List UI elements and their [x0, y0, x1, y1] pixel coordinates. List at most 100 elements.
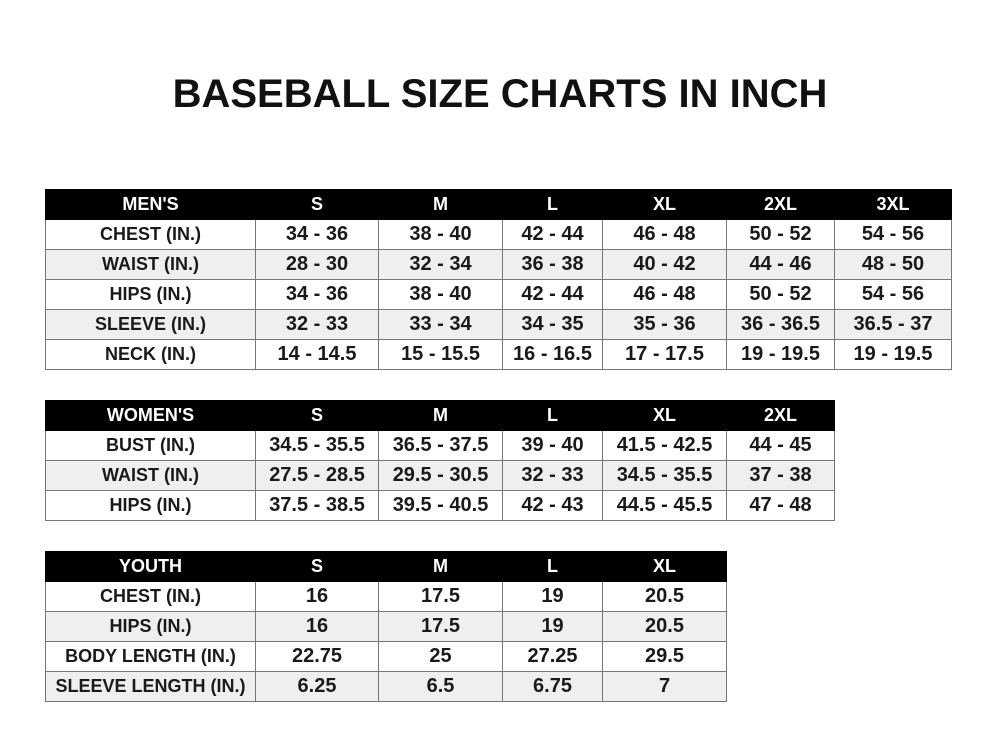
- table-row: HIPS (IN.) 16 17.5 19 20.5: [45, 611, 727, 642]
- measurement-cell: 35 - 36: [602, 309, 727, 340]
- measurement-cell: 19: [502, 581, 603, 612]
- table-row: SLEEVE LENGTH (IN.) 6.25 6.5 6.75 7: [45, 671, 727, 702]
- measurement-cell: 36 - 38: [502, 249, 603, 280]
- measurement-cell: 42 - 44: [502, 219, 603, 250]
- measurement-cell: 44.5 - 45.5: [602, 490, 727, 521]
- measurement-cell: 16: [255, 581, 379, 612]
- table-row: CHEST (IN.) 34 - 36 38 - 40 42 - 44 46 - 48 5…: [45, 219, 952, 250]
- measurement-cell: 34 - 35: [502, 309, 603, 340]
- row-label: BODY LENGTH (IN.): [45, 641, 256, 672]
- measurement-cell: 25: [378, 641, 503, 672]
- measurement-cell: 34.5 - 35.5: [255, 430, 379, 461]
- category-header: WOMEN'S: [45, 400, 256, 431]
- measurement-cell: 48 - 50: [834, 249, 952, 280]
- size-header: XL: [602, 400, 727, 431]
- row-label: CHEST (IN.): [45, 581, 256, 612]
- header-row: WOMEN'S S M L XL 2XL: [45, 400, 835, 431]
- measurement-cell: 47 - 48: [726, 490, 835, 521]
- measurement-cell: 36.5 - 37: [834, 309, 952, 340]
- measurement-cell: 27.5 - 28.5: [255, 460, 379, 491]
- table-row: CHEST (IN.) 16 17.5 19 20.5: [45, 581, 727, 612]
- size-header: M: [378, 189, 503, 220]
- measurement-cell: 37 - 38: [726, 460, 835, 491]
- measurement-cell: 6.75: [502, 671, 603, 702]
- size-header: S: [255, 189, 379, 220]
- measurement-cell: 33 - 34: [378, 309, 503, 340]
- measurement-cell: 17 - 17.5: [602, 339, 727, 370]
- measurement-cell: 39.5 - 40.5: [378, 490, 503, 521]
- row-label: HIPS (IN.): [45, 279, 256, 310]
- measurement-cell: 20.5: [602, 581, 727, 612]
- size-header: S: [255, 551, 379, 582]
- measurement-cell: 6.5: [378, 671, 503, 702]
- measurement-cell: 7: [602, 671, 727, 702]
- measurement-cell: 16: [255, 611, 379, 642]
- table-row: NECK (IN.) 14 - 14.5 15 - 15.5 16 - 16.5 17 …: [45, 339, 952, 370]
- measurement-cell: 19 - 19.5: [834, 339, 952, 370]
- measurement-cell: 28 - 30: [255, 249, 379, 280]
- measurement-cell: 16 - 16.5: [502, 339, 603, 370]
- size-header: 3XL: [834, 189, 952, 220]
- row-label: SLEEVE LENGTH (IN.): [45, 671, 256, 702]
- table-row: WAIST (IN.) 28 - 30 32 - 34 36 - 38 40 - 42 4…: [45, 249, 952, 280]
- page-title: BASEBALL SIZE CHARTS IN INCH: [172, 72, 828, 116]
- size-header: M: [378, 400, 503, 431]
- table-row: BUST (IN.) 34.5 - 35.5 36.5 - 37.5 39 - 40 4…: [45, 430, 835, 461]
- measurement-cell: 20.5: [602, 611, 727, 642]
- measurement-cell: 29.5 - 30.5: [378, 460, 503, 491]
- header-row: YOUTH S M L XL: [45, 551, 727, 582]
- header-row: MEN'S S M L XL 2XL 3XL: [45, 189, 952, 220]
- table-row: HIPS (IN.) 34 - 36 38 - 40 42 - 44 46 - 48 50…: [45, 279, 952, 310]
- size-header: S: [255, 400, 379, 431]
- measurement-cell: 50 - 52: [726, 219, 835, 250]
- measurement-cell: 40 - 42: [602, 249, 727, 280]
- womens-size-table: WOMEN'S S M L XL 2XL BUST (IN.) 34.5 - 35.5 36.5…: [45, 400, 835, 521]
- measurement-cell: 32 - 33: [255, 309, 379, 340]
- measurement-cell: 32 - 34: [378, 249, 503, 280]
- measurement-cell: 54 - 56: [834, 219, 952, 250]
- measurement-cell: 44 - 46: [726, 249, 835, 280]
- measurement-cell: 14 - 14.5: [255, 339, 379, 370]
- measurement-cell: 38 - 40: [378, 279, 503, 310]
- measurement-cell: 22.75: [255, 641, 379, 672]
- size-header: L: [502, 189, 603, 220]
- row-label: CHEST (IN.): [45, 219, 256, 250]
- table-row: SLEEVE (IN.) 32 - 33 33 - 34 34 - 35 35 - 36…: [45, 309, 952, 340]
- size-header: XL: [602, 189, 727, 220]
- measurement-cell: 50 - 52: [726, 279, 835, 310]
- measurement-cell: 34 - 36: [255, 279, 379, 310]
- row-label: WAIST (IN.): [45, 460, 256, 491]
- category-header: MEN'S: [45, 189, 256, 220]
- size-header: L: [502, 400, 603, 431]
- measurement-cell: 6.25: [255, 671, 379, 702]
- size-header: M: [378, 551, 503, 582]
- size-header: 2XL: [726, 189, 835, 220]
- measurement-cell: 42 - 43: [502, 490, 603, 521]
- measurement-cell: 19: [502, 611, 603, 642]
- measurement-cell: 38 - 40: [378, 219, 503, 250]
- row-label: HIPS (IN.): [45, 490, 256, 521]
- mens-size-table: MEN'S S M L XL 2XL 3XL CHEST (IN.) 34 - 36 38 - 4…: [45, 189, 952, 370]
- category-header: YOUTH: [45, 551, 256, 582]
- measurement-cell: 17.5: [378, 581, 503, 612]
- measurement-cell: 36.5 - 37.5: [378, 430, 503, 461]
- measurement-cell: 32 - 33: [502, 460, 603, 491]
- measurement-cell: 37.5 - 38.5: [255, 490, 379, 521]
- measurement-cell: 34 - 36: [255, 219, 379, 250]
- row-label: SLEEVE (IN.): [45, 309, 256, 340]
- table-row: HIPS (IN.) 37.5 - 38.5 39.5 - 40.5 42 - 43 4…: [45, 490, 835, 521]
- row-label: BUST (IN.): [45, 430, 256, 461]
- measurement-cell: 17.5: [378, 611, 503, 642]
- measurement-cell: 19 - 19.5: [726, 339, 835, 370]
- measurement-cell: 42 - 44: [502, 279, 603, 310]
- measurement-cell: 15 - 15.5: [378, 339, 503, 370]
- size-header: 2XL: [726, 400, 835, 431]
- measurement-cell: 44 - 45: [726, 430, 835, 461]
- row-label: HIPS (IN.): [45, 611, 256, 642]
- measurement-cell: 39 - 40: [502, 430, 603, 461]
- table-row: WAIST (IN.) 27.5 - 28.5 29.5 - 30.5 32 - 33…: [45, 460, 835, 491]
- size-header: XL: [602, 551, 727, 582]
- measurement-cell: 54 - 56: [834, 279, 952, 310]
- measurement-cell: 36 - 36.5: [726, 309, 835, 340]
- measurement-cell: 46 - 48: [602, 219, 727, 250]
